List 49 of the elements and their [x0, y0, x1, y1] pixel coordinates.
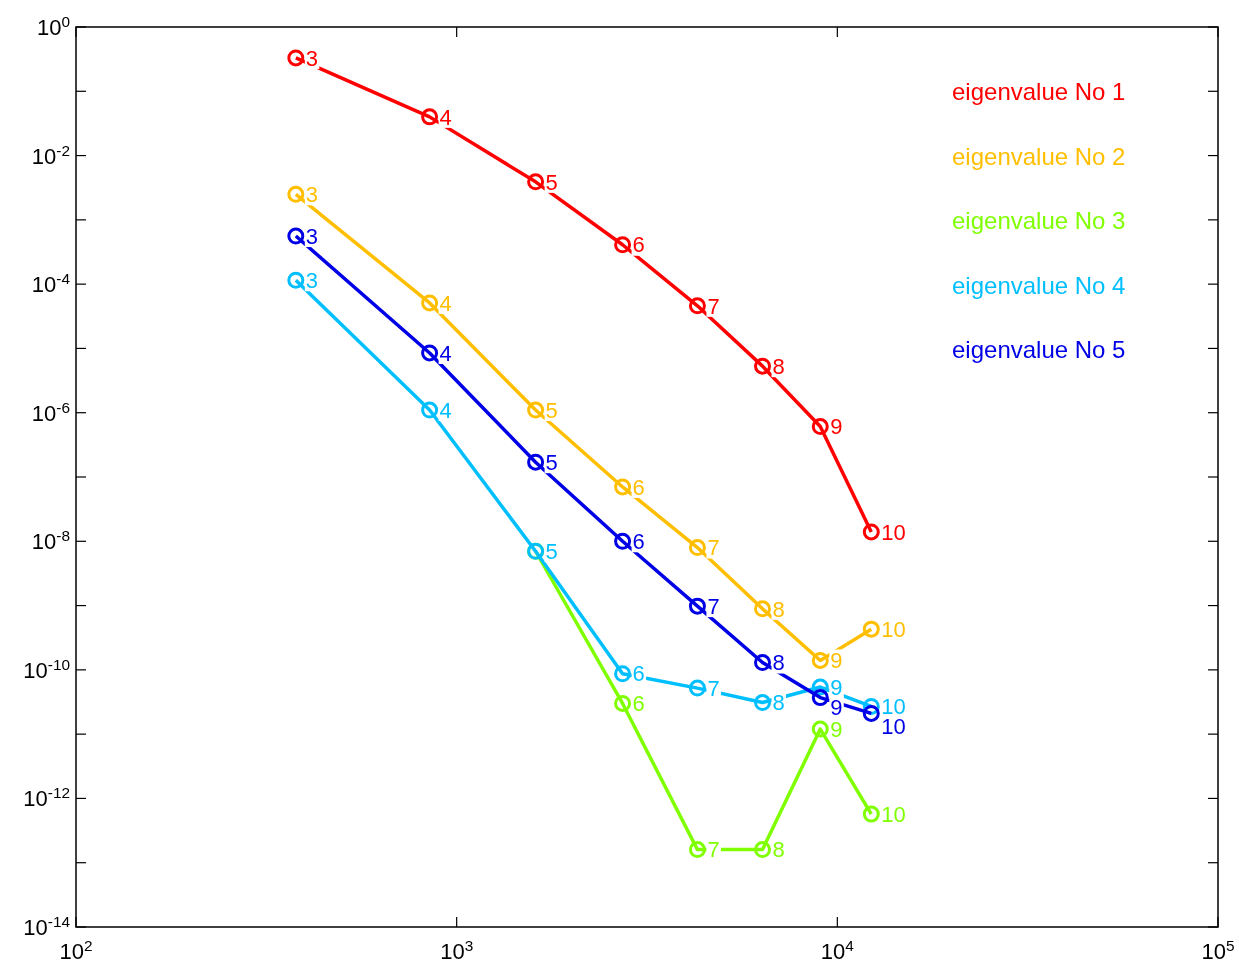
annotation: 8 — [772, 690, 785, 716]
annotation: 3 — [305, 267, 319, 293]
y-tick-label: 10$^{0}$ — [36, 12, 70, 40]
annotation: 5 — [545, 397, 558, 423]
text: eigenvalue No 2 — [952, 142, 1126, 170]
x-tick-label: 10$^{4}$ — [820, 936, 855, 964]
annotation: 6 — [632, 691, 645, 717]
annotation: 4 — [439, 290, 452, 316]
annotation: 7 — [707, 535, 720, 561]
text: eigenvalue No 1 — [952, 78, 1126, 105]
text: eigenvalue No 5 — [952, 336, 1126, 363]
annotation: 6 — [632, 661, 645, 687]
y-tick-label: 10$^{-8}$ — [31, 526, 70, 555]
x-tick-label: 10$^{3}$ — [440, 936, 474, 964]
annotation: 10 — [881, 616, 906, 642]
annotation: 10 — [881, 519, 906, 545]
annotation: 8 — [772, 837, 785, 863]
annotation: 7 — [707, 293, 720, 319]
annotation: 4 — [439, 340, 452, 366]
y-tick-label: 10$^{-2}$ — [31, 141, 70, 169]
annotation: 6 — [632, 232, 645, 258]
annotation: 6 — [632, 474, 645, 500]
annotation: 5 — [545, 538, 558, 564]
annotation: 9 — [830, 648, 843, 674]
annotation: 3 — [305, 223, 319, 249]
y-tick-label: 10$^{-12}$ — [23, 783, 70, 812]
annotation: 8 — [772, 353, 785, 379]
annotation: 8 — [772, 650, 785, 676]
annotation: 7 — [707, 593, 720, 619]
annotation: 9 — [830, 694, 843, 720]
annotation: 7 — [707, 675, 720, 701]
y-tick-label: 10$^{-10}$ — [23, 655, 70, 683]
y-tick-label: 10$^{-6}$ — [31, 398, 70, 426]
text: eigenvalue No 3 — [952, 207, 1126, 234]
annotation: 10 — [881, 801, 906, 827]
annotation: 8 — [772, 596, 785, 622]
annotation: 3 — [305, 45, 319, 71]
annotation: 4 — [439, 104, 452, 130]
text: eigenvalue No 4 — [952, 271, 1126, 299]
annotation: 7 — [707, 837, 720, 863]
annotation: 3 — [305, 181, 319, 207]
y-tick-label: 10$^{-4}$ — [31, 269, 71, 298]
annotation: 5 — [545, 169, 558, 195]
annotation: 9 — [830, 674, 843, 700]
annotation: 5 — [545, 449, 558, 475]
annotation: 9 — [830, 414, 843, 440]
annotation: 6 — [632, 528, 645, 554]
x-tick-label: 10$^{5}$ — [1201, 936, 1235, 964]
annotation: 4 — [439, 397, 452, 423]
